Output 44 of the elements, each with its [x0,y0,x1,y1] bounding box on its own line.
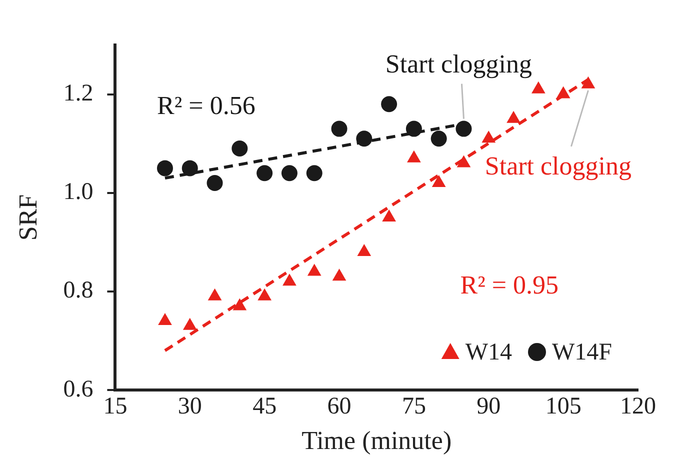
legend-label: W14 [465,339,512,366]
x-tick-label: 75 [402,394,426,420]
x-tick-label: 45 [252,394,277,420]
point [406,120,422,137]
point [382,210,396,222]
point [357,244,372,256]
point [281,165,298,182]
point [256,165,273,182]
point [182,160,198,176]
x-tick-label: 120 [620,394,656,420]
point [232,298,247,310]
annotation: Start clogging [484,151,632,180]
y-tick-label: 1.0 [63,179,94,206]
annotation: Start clogging [385,50,532,79]
y-axis-title: SRF [13,194,42,241]
point [306,165,322,182]
x-tick-label: 60 [327,394,352,420]
point [432,175,446,187]
point [208,288,222,300]
y-tick-label: 1.2 [63,80,94,107]
point [232,140,248,156]
x-tick-label: 15 [103,394,128,420]
y-tick-label: 0.6 [63,376,94,402]
point [258,288,272,300]
point [332,268,346,281]
point [182,318,197,330]
point [282,274,296,286]
point [307,264,322,276]
legend-label: W14F [552,339,612,366]
annotation: R² = 0.56 [157,90,256,120]
x-tick-label: 30 [178,394,202,420]
point [156,160,173,176]
x-axis-title: Time (minute) [302,426,452,456]
point [356,130,372,147]
point [381,96,398,112]
y-tick-label: 0.8 [63,278,94,304]
point [456,120,472,137]
x-tick-label: 105 [545,394,582,420]
point [331,120,348,137]
point [206,175,223,191]
annotation: R² = 0.95 [460,270,559,300]
point [430,130,447,147]
point [158,313,172,325]
x-tick-label: 90 [476,394,501,420]
